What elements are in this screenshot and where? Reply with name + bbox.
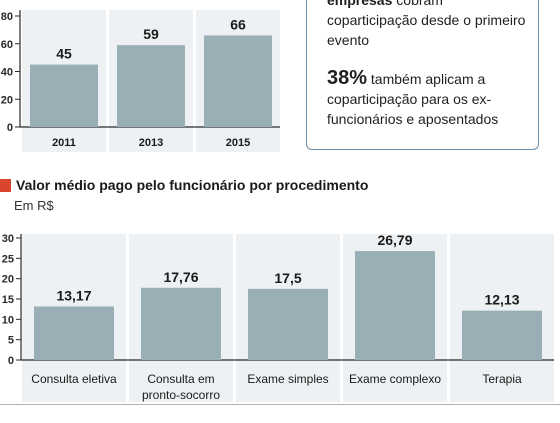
bottom-category-line: pronto-socorro xyxy=(142,388,220,402)
top-ytick-label: 0 xyxy=(7,122,13,134)
bottom-bar-chart: 0 5 10 15 20 25 30 13,17 Consulta eletiva 17,76 Co… xyxy=(2,232,554,402)
top-ytick-label: 40 xyxy=(1,67,13,79)
callout-text-1: empresas cobram coparticipação desde o p… xyxy=(327,0,527,50)
section-title: Valor médio pago pelo funcionário por pr… xyxy=(0,176,368,194)
bottom-data-label: 17,5 xyxy=(274,270,301,286)
top-category-label: 2011 xyxy=(52,137,76,149)
callout-text-2: 38% também aplicam a coparticipação para… xyxy=(327,68,532,129)
top-bar-chart: 0 20 40 60 80 45 2011 59 2013 66 2015 xyxy=(1,10,280,152)
bottom-ytick-label: 20 xyxy=(2,274,14,286)
top-category-line: 2011 xyxy=(52,137,76,149)
top-category-label: 2013 xyxy=(139,137,163,149)
bottom-ytick-label: 5 xyxy=(8,335,14,347)
bottom-bar xyxy=(355,251,435,360)
bottom-ytick-label: 25 xyxy=(2,253,14,265)
bottom-category-line: Exame simples xyxy=(247,372,328,386)
callout-bold-word: empresas xyxy=(327,0,393,8)
callout-box: empresas cobram coparticipação desde o p… xyxy=(306,0,539,150)
bottom-category-line: Consulta eletiva xyxy=(31,372,117,386)
bottom-ytick-label: 30 xyxy=(2,233,14,245)
top-ytick-label: 80 xyxy=(1,11,13,23)
top-bar xyxy=(30,64,98,127)
bottom-data-label: 26,79 xyxy=(377,232,412,248)
bottom-category-label: Consulta eletiva xyxy=(31,372,117,386)
chart-title: Valor médio pago pelo funcionário por pr… xyxy=(16,177,369,193)
title-marker xyxy=(0,178,11,192)
top-category-label: 2015 xyxy=(226,137,250,149)
top-category-line: 2013 xyxy=(139,137,163,149)
top-bar xyxy=(204,35,272,127)
top-data-label: 59 xyxy=(143,26,159,42)
bottom-bar xyxy=(34,306,114,360)
chart-subtitle: Em R$ xyxy=(14,198,54,213)
callout-text-1-rest: cobram coparticipação desde o primeiro e… xyxy=(327,0,526,48)
bottom-data-label: 13,17 xyxy=(56,287,91,303)
bottom-category-label: Exame complexo xyxy=(349,372,441,386)
bottom-category-label: Terapia xyxy=(482,372,522,386)
bottom-category-label: Exame simples xyxy=(247,372,328,386)
bottom-category-line: Terapia xyxy=(482,372,522,386)
callout-percentage: 38% xyxy=(327,67,368,89)
bottom-category-line: Consulta em xyxy=(147,372,214,386)
bottom-bar xyxy=(248,288,328,360)
top-data-label: 66 xyxy=(230,16,246,32)
bottom-data-label: 17,76 xyxy=(163,269,198,285)
bottom-data-label: 12,13 xyxy=(484,292,519,308)
bottom-ytick-label: 15 xyxy=(2,294,14,306)
top-bar xyxy=(117,45,185,128)
bottom-category-line: Exame complexo xyxy=(349,372,441,386)
top-ytick-label: 60 xyxy=(1,39,13,51)
bottom-ytick-label: 0 xyxy=(8,355,14,367)
bottom-bar xyxy=(462,310,542,360)
bottom-bar xyxy=(141,287,221,360)
top-ytick-label: 20 xyxy=(1,94,13,106)
bottom-category-label: Consulta em pronto-socorro xyxy=(142,372,220,402)
bottom-divider xyxy=(0,404,560,405)
top-category-line: 2015 xyxy=(226,137,250,149)
bottom-ytick-label: 10 xyxy=(2,314,14,326)
callout-text-2-rest: também aplicam a coparticipação para os … xyxy=(327,71,499,127)
top-data-label: 45 xyxy=(56,46,72,62)
